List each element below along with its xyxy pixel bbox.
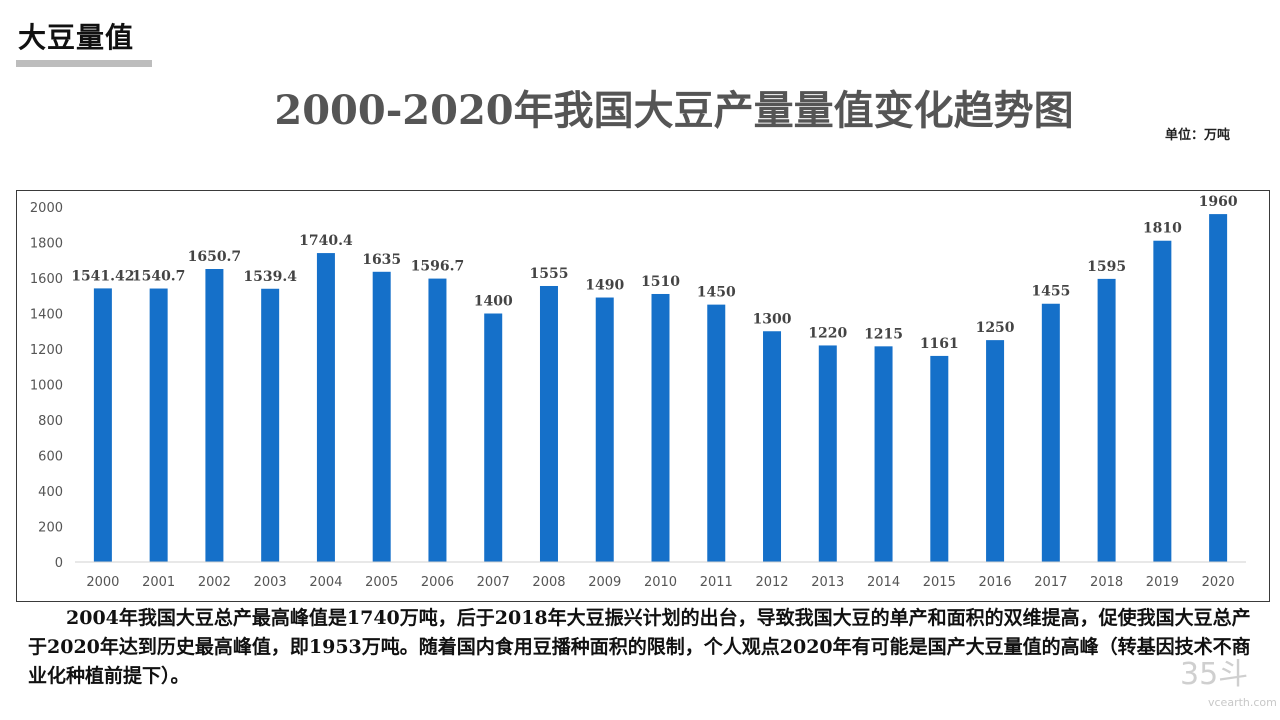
bar-2015 xyxy=(930,355,949,562)
value-label-2010: 1510 xyxy=(641,274,680,290)
y-tick-label: 200 xyxy=(38,521,63,536)
y-tick-label: 600 xyxy=(38,450,63,465)
bar-2003 xyxy=(261,288,280,562)
y-tick-label: 1400 xyxy=(30,308,63,323)
value-label-2012: 1300 xyxy=(753,311,792,327)
section-title: 大豆量值 xyxy=(18,21,135,54)
bar-2020 xyxy=(1209,214,1228,562)
y-tick-label: 0 xyxy=(55,556,63,571)
x-tick-label-2000: 2000 xyxy=(86,575,119,590)
x-tick-label-2017: 2017 xyxy=(1034,575,1067,590)
value-label-2008: 1555 xyxy=(529,266,568,282)
value-label-2011: 1450 xyxy=(697,285,736,301)
chart-title: 2000-2020年我国大豆产量量值变化趋势图 xyxy=(274,87,1074,134)
value-label-2009: 1490 xyxy=(585,278,624,294)
y-tick-label: 800 xyxy=(38,414,63,429)
x-tick-label-2001: 2001 xyxy=(142,575,175,590)
bar-2014 xyxy=(874,346,893,562)
y-tick-label: 1600 xyxy=(30,272,63,287)
x-tick-label-2002: 2002 xyxy=(198,575,231,590)
bar-2008 xyxy=(539,285,558,562)
y-tick-label: 1000 xyxy=(30,379,63,394)
bar-2007 xyxy=(484,313,503,562)
value-label-2016: 1250 xyxy=(976,320,1015,336)
y-axis-labels: 0 200 400 600 800 1000 1200 1400 1600 1800 2000 xyxy=(30,201,63,571)
value-label-2018: 1595 xyxy=(1087,259,1126,275)
bar-2018 xyxy=(1097,278,1116,562)
bar-2001 xyxy=(149,288,168,562)
bar-2009 xyxy=(595,297,614,562)
x-tick-label-2019: 2019 xyxy=(1146,575,1179,590)
bar-2019 xyxy=(1153,240,1172,562)
x-tick-label-2012: 2012 xyxy=(755,575,788,590)
chart-frame xyxy=(16,190,1270,602)
bar-2016 xyxy=(986,340,1005,562)
bars xyxy=(93,214,1228,563)
x-tick-label-2009: 2009 xyxy=(588,575,621,590)
bar-2005 xyxy=(372,271,391,562)
section-underline xyxy=(16,60,152,67)
watermark-url: vcearth.com xyxy=(1208,696,1277,709)
x-tick-label-2018: 2018 xyxy=(1090,575,1123,590)
value-label-2000: 1541.42 xyxy=(71,268,134,284)
x-tick-label-2006: 2006 xyxy=(421,575,454,590)
x-axis-labels: 2000 2001 2002 2003 2004 2005 2006 2007 2008 2009… xyxy=(86,575,1234,590)
y-tick-label: 400 xyxy=(38,485,63,500)
x-tick-label-2016: 2016 xyxy=(979,575,1012,590)
value-label-2002: 1650.7 xyxy=(188,249,242,265)
y-tick-label: 2000 xyxy=(30,201,63,216)
value-label-2019: 1810 xyxy=(1143,221,1182,237)
bar-2017 xyxy=(1041,303,1060,562)
y-tick-label: 1800 xyxy=(30,237,63,252)
y-tick-label: 1200 xyxy=(30,343,63,358)
value-label-2014: 1215 xyxy=(864,326,903,342)
watermark-logo: 35斗 xyxy=(1180,657,1249,692)
x-tick-label-2004: 2004 xyxy=(309,575,342,590)
bar-2010 xyxy=(651,293,670,562)
x-tick-label-2005: 2005 xyxy=(365,575,398,590)
value-label-2003: 1539.4 xyxy=(243,269,297,285)
x-tick-label-2003: 2003 xyxy=(254,575,287,590)
description-text: 2004年我国大豆总产最高峰值是1740万吨，后于2018年大豆振兴计划的出台，… xyxy=(28,607,1251,687)
bar-2013 xyxy=(818,345,837,562)
bar-2000 xyxy=(93,288,112,562)
bar-2006 xyxy=(428,278,447,562)
bar-2002 xyxy=(205,269,224,562)
x-tick-label-2015: 2015 xyxy=(923,575,956,590)
bar-2011 xyxy=(707,304,726,562)
x-tick-label-2007: 2007 xyxy=(477,575,510,590)
x-tick-label-2010: 2010 xyxy=(644,575,677,590)
x-tick-label-2008: 2008 xyxy=(532,575,565,590)
value-label-2001: 1540.7 xyxy=(132,269,186,285)
x-tick-label-2014: 2014 xyxy=(867,575,900,590)
value-label-2020: 1960 xyxy=(1199,194,1238,210)
bar-2004 xyxy=(316,253,335,563)
x-tick-label-2020: 2020 xyxy=(1202,575,1235,590)
unit-label: 单位：万吨 xyxy=(1164,128,1230,143)
value-label-2006: 1596.7 xyxy=(411,259,465,275)
value-label-2015: 1161 xyxy=(920,336,959,352)
value-label-2017: 1455 xyxy=(1031,284,1070,300)
value-label-2004: 1740.4 xyxy=(299,233,353,249)
value-label-2007: 1400 xyxy=(474,294,513,310)
value-label-2005: 1635 xyxy=(362,252,401,268)
value-label-2013: 1220 xyxy=(808,325,847,341)
x-tick-label-2011: 2011 xyxy=(700,575,733,590)
bar-2012 xyxy=(763,331,782,562)
x-tick-label-2013: 2013 xyxy=(811,575,844,590)
